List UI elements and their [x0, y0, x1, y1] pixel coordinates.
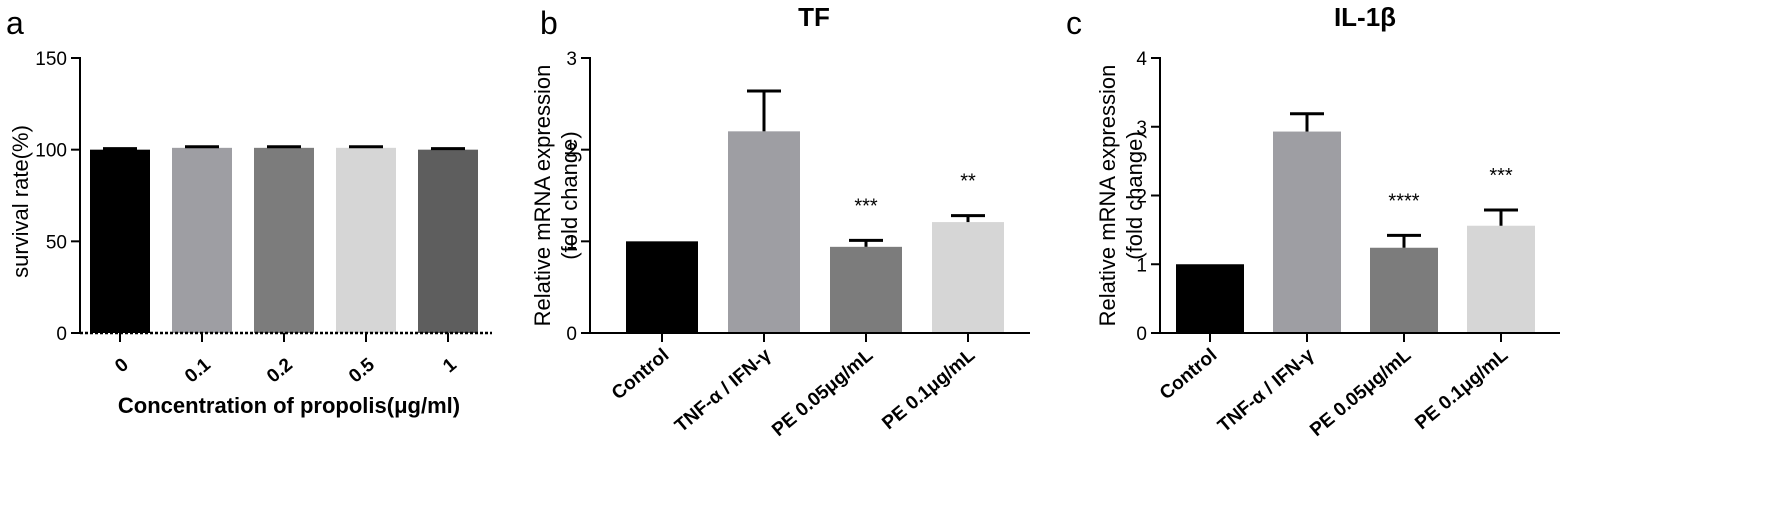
- y-tick-label: 0: [1136, 324, 1147, 345]
- significance-label: **: [960, 171, 976, 193]
- bar: [254, 147, 314, 333]
- x-tick-label: TNF-α / IFN-γ: [1214, 344, 1318, 436]
- y-axis-label: (fold change): [557, 131, 582, 259]
- bar: [172, 147, 232, 333]
- significance-label: ***: [1489, 165, 1513, 187]
- bar: [932, 222, 1004, 333]
- x-tick-label: 0.1: [181, 354, 215, 387]
- bar: [1273, 131, 1341, 333]
- x-tick-label: 0.5: [345, 354, 379, 387]
- x-tick-label: Control: [608, 345, 673, 405]
- x-tick-label: PE 0.05μg/mL: [768, 344, 877, 440]
- x-tick-label: PE 0.05μg/mL: [1306, 344, 1415, 440]
- panel-letter: c: [1066, 5, 1082, 41]
- y-tick-label: 1: [566, 232, 577, 253]
- significance-label: ***: [854, 195, 878, 217]
- panel-letter: b: [540, 5, 558, 41]
- bar: [1176, 264, 1244, 333]
- chart-title: TF: [798, 2, 830, 32]
- bar: [1467, 225, 1535, 333]
- x-axis-label: Concentration of propolis(μg/ml): [118, 393, 460, 418]
- y-tick-label: 4: [1136, 49, 1147, 70]
- panel-a-survival-chart: a 0 50 100 150 0 0.1 0.2 0.5 1 Concentration of pr…: [6, 5, 492, 418]
- bar: [1370, 247, 1438, 333]
- y-axis-label: Relative mRNA expression: [530, 65, 555, 327]
- x-tick-label: 0.2: [263, 354, 297, 387]
- y-axis-label: Relative mRNA expression: [1095, 65, 1120, 327]
- y-axis-label: (fold change): [1122, 131, 1147, 259]
- x-tick-label: 0: [111, 354, 133, 377]
- y-tick-label: 3: [1136, 118, 1147, 139]
- bar: [626, 241, 698, 333]
- x-tick-label: PE 0.1μg/mL: [878, 344, 979, 434]
- bar: [336, 147, 396, 333]
- bar: [418, 149, 478, 333]
- panel-letter: a: [6, 5, 24, 41]
- y-tick-label: 50: [46, 232, 67, 253]
- y-tick-label: 2: [566, 141, 577, 162]
- bar: [728, 131, 800, 333]
- y-tick-label: 100: [35, 141, 67, 162]
- y-tick-label: 3: [566, 49, 577, 70]
- y-tick-label: 0: [566, 324, 577, 345]
- y-tick-label: 2: [1136, 187, 1147, 208]
- x-tick-label: 1: [439, 354, 461, 377]
- significance-label: ****: [1388, 190, 1419, 212]
- x-tick-label: Control: [1156, 345, 1221, 405]
- y-tick-label: 0: [56, 324, 67, 345]
- bar: [90, 149, 150, 333]
- y-axis-label: survival rate(%): [8, 125, 33, 278]
- x-tick-label: TNF-α / IFN-γ: [671, 344, 775, 436]
- bar: [830, 246, 902, 333]
- x-tick-label: PE 0.1μg/mL: [1411, 344, 1512, 434]
- chart-title: IL-1β: [1334, 2, 1396, 32]
- y-tick-label: 1: [1136, 255, 1147, 276]
- y-tick-label: 150: [35, 49, 67, 70]
